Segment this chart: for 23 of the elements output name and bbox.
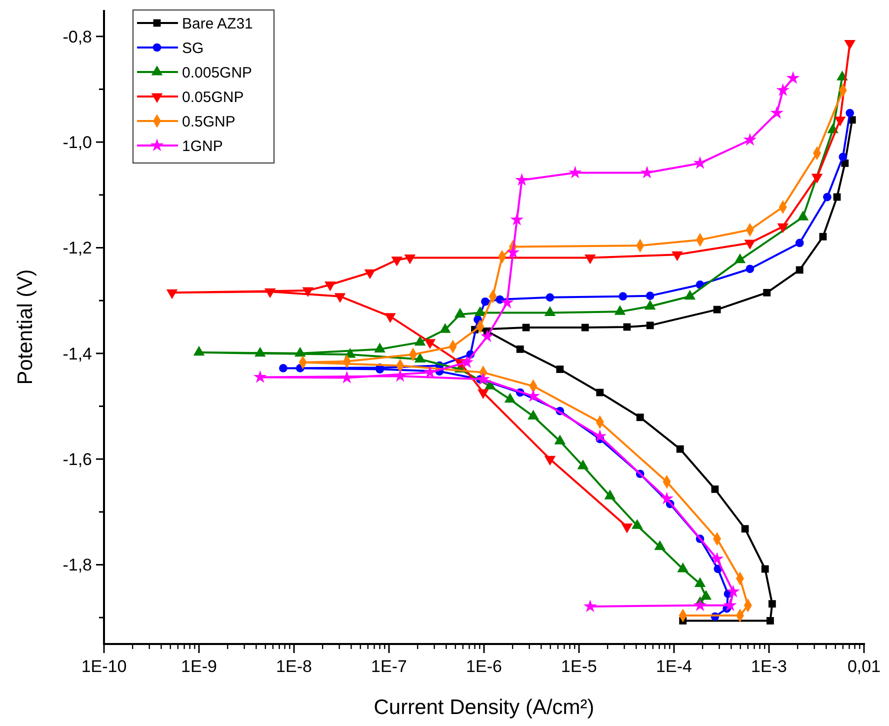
x-tick-label: 1E-5 <box>561 657 597 676</box>
y-tick-label: -1,0 <box>62 133 92 152</box>
y-tick-label: -1,2 <box>62 238 92 258</box>
x-tick-label: 1E-9 <box>181 657 217 676</box>
x-tick-label: 1E-7 <box>371 657 407 676</box>
y-tick-label: -1,6 <box>62 450 92 470</box>
x-axis-title: Current Density (A/cm²) <box>374 696 594 719</box>
y-axis-title: Potential (V) <box>14 269 37 385</box>
legend-label: SG <box>182 40 204 57</box>
legend-label: 0.005GNP <box>182 64 252 82</box>
y-tick-label: -0,8 <box>62 27 92 46</box>
x-tick-label: 1E-6 <box>466 657 502 676</box>
legend-label: 0.5GNP <box>182 113 236 130</box>
x-tick-label: 1E-3 <box>751 657 787 676</box>
legend-label: 1GNP <box>182 138 223 155</box>
y-tick-label: -1,4 <box>62 344 92 364</box>
x-tick-label: 0,01 <box>847 657 881 676</box>
x-tick-label: 1E-10 <box>81 657 127 676</box>
x-tick-label: 1E-8 <box>276 657 312 676</box>
legend-label: 0.05GNP <box>182 88 244 106</box>
legend-label: Bare AZ31 <box>182 15 253 32</box>
y-tick-label: -1,8 <box>62 556 92 575</box>
x-tick-label: 1E-4 <box>656 657 692 676</box>
